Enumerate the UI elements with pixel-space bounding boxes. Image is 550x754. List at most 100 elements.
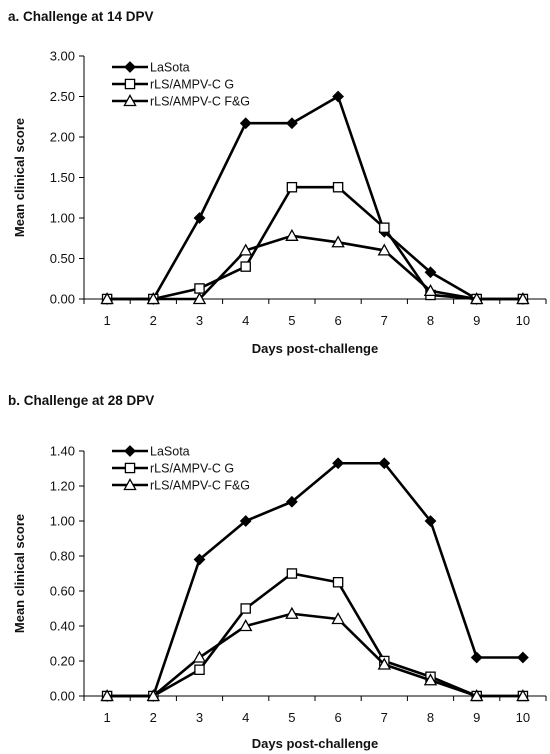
data-point [285,495,298,508]
legend-label: rLS/AMPV-C G [150,78,234,92]
x-tick-label: 1 [103,313,110,328]
data-point [331,612,345,625]
data-point [332,457,345,470]
line-chart-a: 0.00 0.50 1.00 1.50 2.00 2.50 3.00 1 2 3 4 5 6 7 8 9 10 D… [12,49,547,356]
series-line [107,612,523,698]
series-2 [101,568,529,702]
y-tick-label: 1.00 [50,514,75,529]
series-line [107,234,523,301]
x-tick-label: 8 [427,313,434,328]
data-point [469,292,484,305]
x-tick-label: 9 [473,710,480,725]
y-tick-label: 0.00 [50,292,75,307]
y-tick-label: 0.20 [50,654,75,669]
x-tick-label: 10 [516,313,530,328]
legend-label: rLS/AMPV-C G [150,462,234,476]
data-point [469,689,484,702]
series-1 [101,457,529,702]
data-point [194,283,205,294]
x-tick-label: 10 [516,710,530,725]
panel-title: b. Challenge at 28 DPV [8,393,155,408]
data-point [238,619,253,632]
data-point [193,553,206,566]
data-point [239,515,252,527]
data-point [100,292,114,305]
legend-entry: LaSota [112,445,190,459]
legend-marker [124,462,136,474]
series-line [107,461,523,698]
legend-entry: rLS/AMPV-C G [112,78,234,92]
y-tick-label: 1.40 [50,444,75,459]
data-point [193,212,206,224]
legend-marker [124,78,136,90]
data-point [332,576,344,588]
series-line [107,95,523,301]
data-point [286,568,298,579]
x-tick-label: 9 [473,313,480,328]
x-tick-label: 6 [334,313,341,328]
x-tick-label: 5 [288,313,295,328]
series-1 [101,90,529,305]
legend-entry: rLS/AMPV-C F&G [112,478,250,493]
panel-title: a. Challenge at 14 DPV [8,9,154,24]
line-chart-b: 0.00 0.20 0.40 0.60 0.80 1.00 1.20 1.40 1 2 3 4 5 6 7 8… [12,444,547,751]
data-point [332,90,345,103]
x-tick-label: 7 [381,313,388,328]
legend-marker [124,445,136,457]
legend-marker [123,94,137,107]
series-3 [100,228,530,305]
y-tick-label: 0.40 [50,619,75,634]
x-axis-title: Days post-challenge [252,341,378,356]
x-tick-label: 3 [196,710,203,725]
legend-entry: rLS/AMPV-C F&G [112,94,250,109]
data-point [239,117,252,130]
y-axis-title: Mean clinical score [12,118,27,237]
chart-panel-b: b. Challenge at 28 DPV 0.00 0.20 0.40 0.60 0… [0,384,550,754]
series-3 [100,606,530,702]
data-point [192,292,207,305]
y-tick-label: 0.80 [50,549,75,564]
y-tick-label: 2.50 [50,89,75,104]
data-point [423,283,438,297]
data-point [100,689,114,702]
data-point [424,266,437,279]
x-tick-label: 4 [242,313,249,328]
chart-panel-a: a. Challenge at 14 DPV 0.00 0.50 1.00 1.50 2… [0,0,550,372]
y-tick-label: 1.20 [50,479,75,494]
x-tick-label: 4 [242,710,249,725]
data-point [377,243,392,256]
series-line [107,572,523,698]
legend-entry: rLS/AMPV-C G [112,462,234,476]
data-point [331,235,345,248]
legend-label: LaSota [150,61,190,75]
data-point [379,222,390,233]
data-point [146,292,161,305]
data-point [285,117,298,130]
legend-label: LaSota [150,445,190,459]
data-point [423,673,438,686]
data-point [285,606,299,619]
data-point [240,261,251,272]
series-2 [101,181,529,305]
data-point [286,181,298,193]
data-point [378,457,391,470]
legend-marker [124,61,136,73]
data-point [238,243,253,256]
data-point [377,657,392,670]
data-point [516,689,530,702]
data-point [516,651,529,664]
x-tick-label: 8 [427,710,434,725]
data-point [285,228,299,241]
y-tick-label: 1.50 [50,170,75,185]
y-tick-label: 2.00 [50,130,75,145]
x-axis-title: Days post-challenge [252,736,378,751]
data-point [332,181,344,193]
x-tick-label: 7 [381,710,388,725]
x-tick-label: 6 [334,710,341,725]
legend-label: rLS/AMPV-C F&G [150,479,250,493]
data-point [470,651,483,664]
x-tick-label: 5 [288,710,295,725]
x-tick-label: 1 [103,710,110,725]
legend-marker [123,478,137,491]
series-line [107,185,523,301]
